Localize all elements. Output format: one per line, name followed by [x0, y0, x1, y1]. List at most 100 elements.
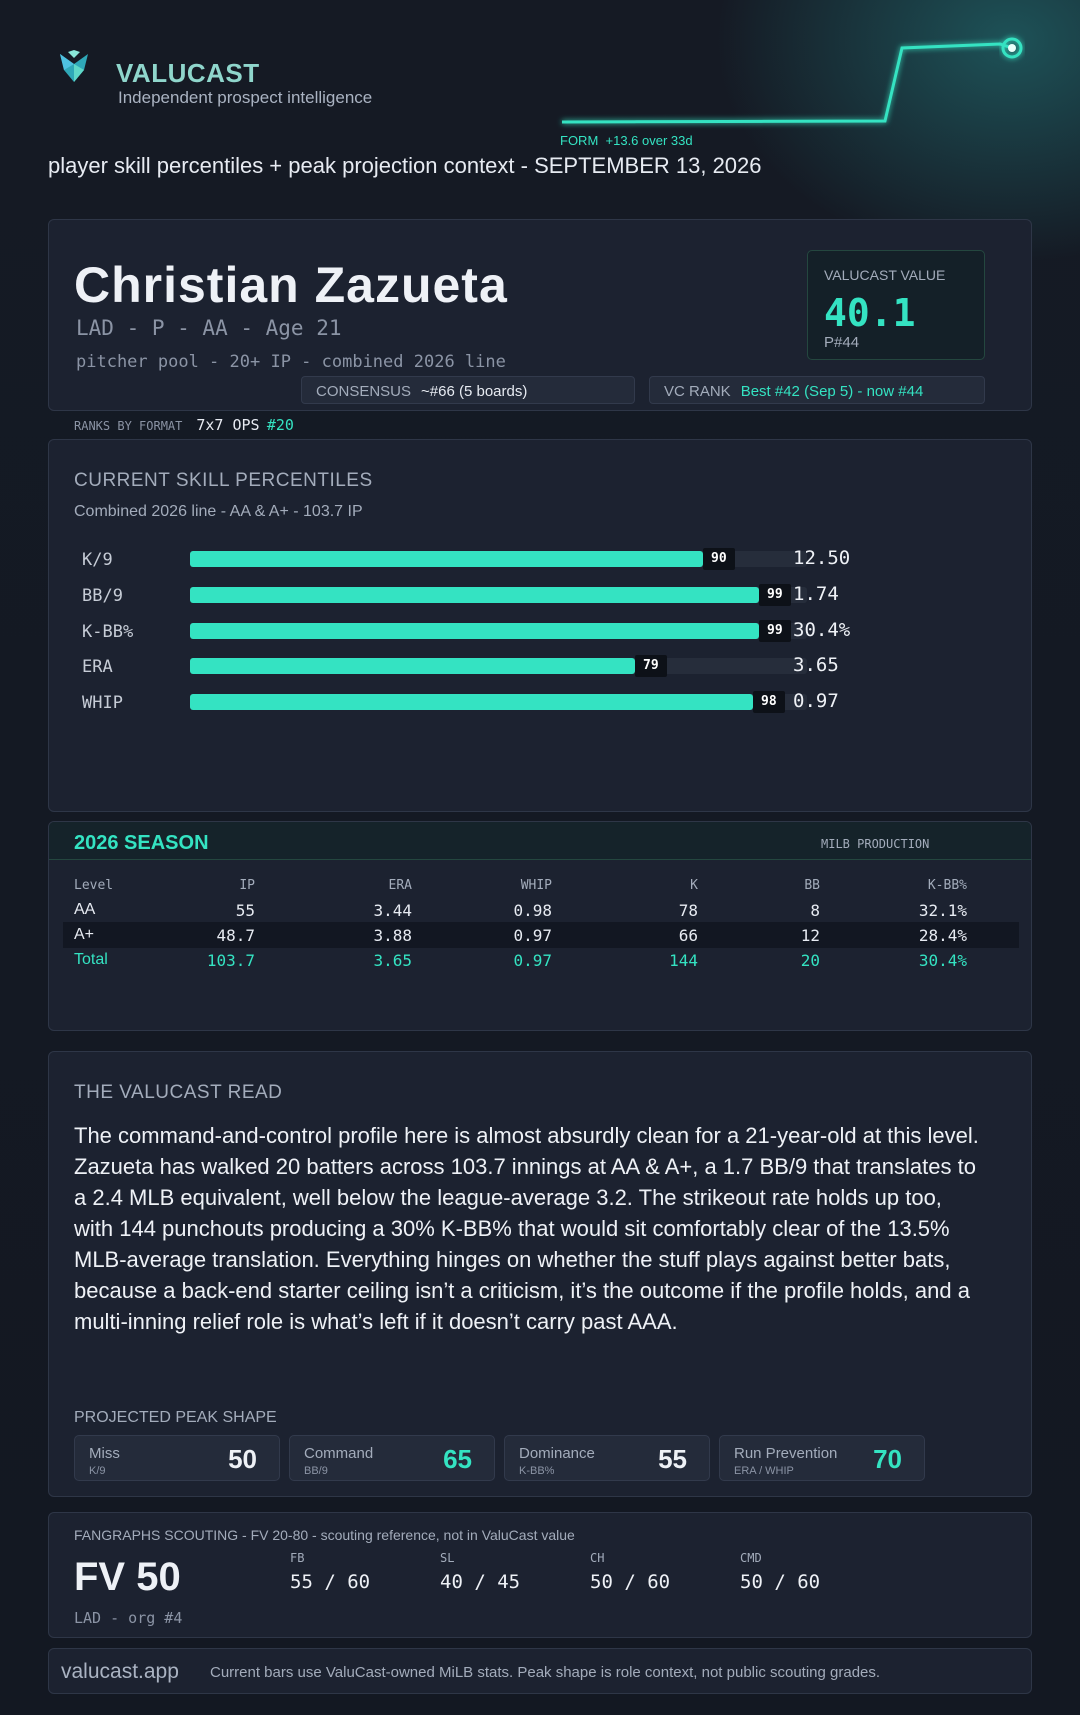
- table-cell: 3.88: [373, 926, 412, 945]
- table-cell: 0.97: [513, 926, 552, 945]
- skill-row: ERA 79 3.65: [49, 652, 1033, 682]
- valucast-read-card: THE VALUCAST READ The command-and-contro…: [48, 1051, 1032, 1497]
- skill-bar-fill: [190, 694, 753, 710]
- peak-sub: K-BB%: [519, 1465, 555, 1477]
- peak-value: 65: [443, 1444, 472, 1474]
- ranks-by-format-label: RANKS BY FORMAT: [74, 419, 183, 433]
- table-cell: 28.4%: [918, 926, 967, 945]
- peak-sub: BB/9: [304, 1465, 328, 1477]
- report-subtitle: player skill percentiles + peak projecti…: [48, 153, 762, 178]
- form-sparkline: [561, 37, 1023, 124]
- skill-percentiles-card: CURRENT SKILL PERCENTILES Combined 2026 …: [48, 439, 1032, 812]
- valucast-value-box: VALUCAST VALUE 40.1 P#44: [807, 250, 985, 360]
- table-cell: 55: [235, 901, 255, 920]
- pitch-grade: CH 50 / 60: [590, 1551, 670, 1593]
- vc-rank-pill: VC RANK Best #42 (Sep 5) - now #44: [649, 376, 985, 404]
- table-cell: 12: [800, 926, 820, 945]
- peak-value: 50: [228, 1444, 257, 1474]
- skill-row: K-BB% 99 30.4%: [49, 617, 1033, 647]
- table-cell: 8: [810, 901, 820, 920]
- column-header: BB: [804, 878, 820, 893]
- table-cell: 103.7: [206, 951, 255, 970]
- peak-name: Dominance: [519, 1445, 595, 1462]
- player-card: Christian Zazueta LAD - P - AA - Age 21 …: [48, 219, 1032, 411]
- table-cell: 48.7: [216, 926, 255, 945]
- vc-rank-label: VC RANK: [664, 383, 731, 400]
- skill-percentile: 99: [759, 620, 791, 642]
- peak-name: Miss: [89, 1445, 120, 1462]
- player-name: Christian Zazueta: [74, 257, 508, 313]
- table-row: A+ 48.7 3.88 0.97 66 12 28.4%: [63, 922, 1019, 948]
- table-cell: Total: [74, 951, 108, 968]
- footer: valucast.app Current bars use ValuCast-o…: [48, 1648, 1032, 1694]
- table-cell: 30.4%: [918, 951, 967, 970]
- table-cell: 66: [678, 926, 698, 945]
- pitch-value: 50 / 60: [590, 1571, 671, 1593]
- skill-label: K-BB%: [82, 622, 134, 642]
- skill-value: 1.74: [793, 583, 839, 605]
- consensus-value: ~#66 (5 boards): [421, 383, 528, 400]
- peak-name: Run Prevention: [734, 1445, 838, 1462]
- skill-label: WHIP: [82, 693, 123, 713]
- pitch-label: SL: [440, 1551, 455, 1565]
- skills-title: CURRENT SKILL PERCENTILES: [74, 470, 373, 491]
- site-link[interactable]: valucast.app: [61, 1660, 179, 1683]
- skill-bar-fill: [190, 587, 759, 603]
- skills-subtitle: Combined 2026 line - AA & A+ - 103.7 IP: [74, 503, 363, 520]
- peak-tile: Command BB/9 65: [289, 1435, 495, 1481]
- future-value: FV 50: [74, 1555, 181, 1599]
- valucast-value-label: VALUCAST VALUE: [824, 267, 946, 283]
- peak-value: 55: [658, 1444, 687, 1474]
- brand-name: VALUCAST: [116, 58, 260, 88]
- pitch-value: 50 / 60: [740, 1571, 821, 1593]
- column-header: ERA: [388, 878, 412, 893]
- peak-sub: K/9: [89, 1465, 106, 1477]
- season-title: 2026 SEASON: [74, 832, 209, 854]
- pitch-label: CMD: [740, 1551, 762, 1565]
- pitch-label: CH: [590, 1551, 605, 1565]
- table-row: AA 55 3.44 0.98 78 8 32.1%: [49, 897, 1031, 923]
- skill-percentile: 90: [703, 548, 735, 570]
- read-title: THE VALUCAST READ: [74, 1082, 283, 1103]
- skill-bar-fill: [190, 551, 703, 567]
- pitch-value: 40 / 45: [440, 1571, 521, 1593]
- consensus-pill: CONSENSUS ~#66 (5 boards): [301, 376, 635, 404]
- skill-bar-track: 99: [190, 620, 807, 642]
- column-header: K: [690, 878, 698, 893]
- table-header-row: Level IP ERA WHIP K BB K-BB%: [49, 874, 1031, 900]
- skill-label: BB/9: [82, 586, 123, 606]
- brand-tagline: Independent prospect intelligence: [118, 88, 373, 107]
- season-header: 2026 SEASON MILB PRODUCTION: [49, 822, 1031, 860]
- fangraphs-card: FANGRAPHS SCOUTING - FV 20-80 - scouting…: [48, 1512, 1032, 1638]
- ranks-by-format: RANKS BY FORMAT 7x7 OPS #20: [74, 416, 294, 434]
- peak-shape-title: PROJECTED PEAK SHAPE: [74, 1409, 277, 1426]
- pitch-grade: SL 40 / 45: [440, 1551, 520, 1593]
- peak-value: 70: [873, 1444, 902, 1474]
- table-cell: 3.44: [373, 901, 412, 920]
- skill-value: 3.65: [793, 654, 839, 676]
- form-label: FORM +13.6 over 33d: [560, 133, 693, 148]
- table-cell: 20: [800, 951, 820, 970]
- peak-tile: Run Prevention ERA / WHIP 70: [719, 1435, 925, 1481]
- form-current-point: [1001, 37, 1023, 59]
- table-cell: 78: [678, 901, 698, 920]
- skill-bar-fill: [190, 623, 759, 639]
- skill-bar-track: 99: [190, 584, 807, 606]
- skill-value: 0.97: [793, 690, 839, 712]
- season-tag: MILB PRODUCTION: [821, 837, 930, 851]
- pitch-label: FB: [290, 1551, 305, 1565]
- form-line: [561, 42, 1013, 124]
- pitch-grade: CMD 50 / 60: [740, 1551, 820, 1593]
- column-header: Level: [74, 878, 114, 893]
- player-meta: LAD - P - AA - Age 21: [76, 316, 342, 340]
- table-cell: A+: [74, 926, 95, 943]
- skill-percentile: 98: [753, 691, 785, 713]
- peak-tile: Dominance K-BB% 55: [504, 1435, 710, 1481]
- vc-rank-value: Best #42 (Sep 5) - now #44: [740, 383, 924, 400]
- org-rank: LAD - org #4: [74, 1609, 183, 1627]
- column-header: IP: [239, 878, 255, 893]
- skill-percentile: 99: [759, 584, 791, 606]
- skill-bar-track: 90: [190, 548, 807, 570]
- peak-sub: ERA / WHIP: [734, 1465, 794, 1477]
- fangraphs-title: FANGRAPHS SCOUTING - FV 20-80 - scouting…: [74, 1527, 575, 1543]
